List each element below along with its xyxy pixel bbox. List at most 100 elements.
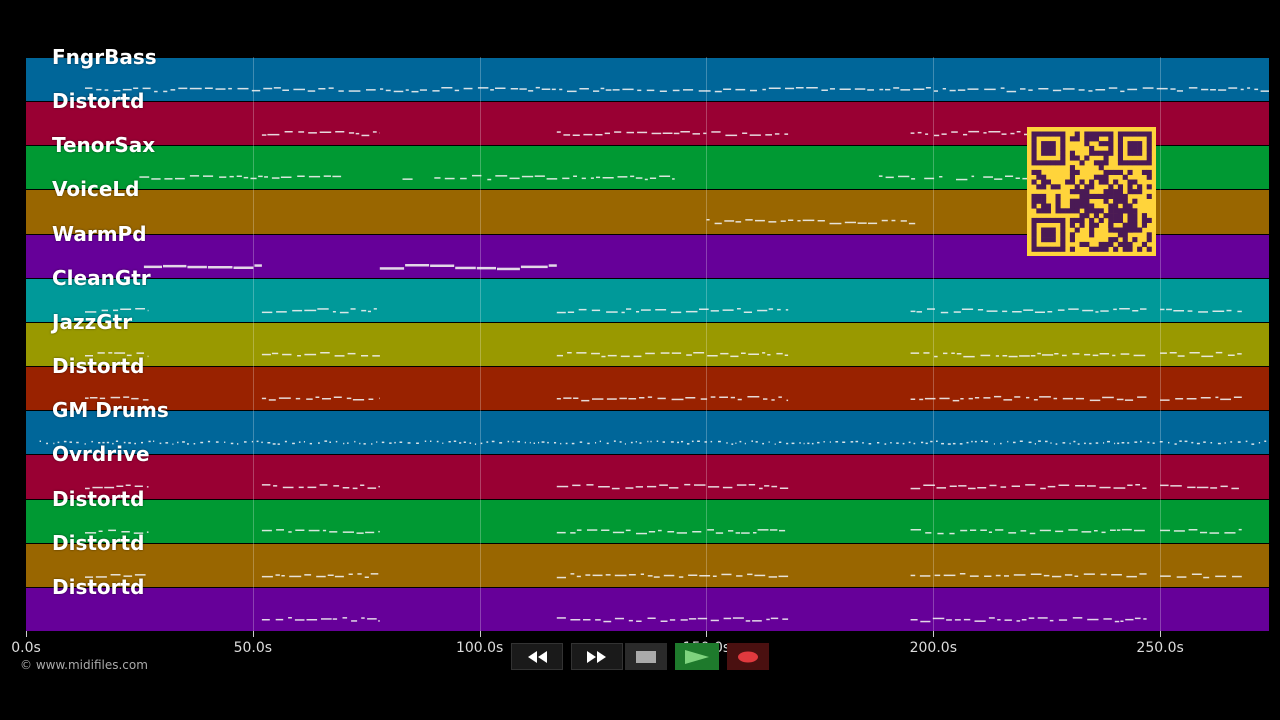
note xyxy=(919,574,931,577)
note xyxy=(939,397,950,400)
note xyxy=(769,528,778,531)
note xyxy=(706,219,710,221)
note xyxy=(1004,574,1009,577)
note xyxy=(707,354,718,357)
note xyxy=(250,177,257,180)
qr-module xyxy=(1103,198,1109,204)
note xyxy=(368,398,374,401)
note xyxy=(133,87,139,89)
qr-module xyxy=(1146,174,1152,180)
note xyxy=(737,398,742,401)
qr-module xyxy=(1122,222,1128,228)
note xyxy=(1113,308,1117,310)
note xyxy=(163,90,168,93)
track-label: GM Drums xyxy=(52,398,169,423)
note xyxy=(1217,443,1221,445)
note xyxy=(854,88,866,90)
track-row: Distortd xyxy=(26,487,1269,543)
note xyxy=(306,398,313,400)
grid-line xyxy=(706,57,708,631)
note xyxy=(354,441,356,443)
note xyxy=(228,87,232,90)
note xyxy=(120,308,132,310)
note xyxy=(795,87,804,89)
note xyxy=(1083,573,1095,575)
note xyxy=(639,397,645,399)
note xyxy=(273,485,278,487)
note xyxy=(1176,90,1183,92)
qr-module xyxy=(1098,174,1104,180)
qr-module xyxy=(1050,184,1056,190)
note xyxy=(692,133,700,135)
note xyxy=(113,309,119,311)
fast-forward-button[interactable] xyxy=(571,643,623,670)
note xyxy=(233,266,254,269)
note xyxy=(442,442,444,445)
note xyxy=(357,572,362,575)
note xyxy=(753,531,757,534)
qr-module xyxy=(1031,179,1037,185)
note xyxy=(739,441,742,443)
note xyxy=(1073,441,1076,443)
note xyxy=(1000,443,1002,445)
note xyxy=(993,443,995,445)
note xyxy=(454,89,460,92)
note xyxy=(768,441,770,444)
qr-module xyxy=(1060,232,1066,238)
qr-module xyxy=(1050,150,1056,156)
qr-module xyxy=(1069,150,1075,156)
note xyxy=(1215,396,1219,399)
qr-module xyxy=(1069,222,1075,228)
note xyxy=(766,618,770,621)
note xyxy=(455,266,476,269)
note xyxy=(1220,485,1228,488)
stop-button[interactable] xyxy=(625,643,667,670)
note xyxy=(229,176,234,178)
qr-module xyxy=(1093,208,1099,214)
note xyxy=(200,442,204,444)
note xyxy=(323,175,331,178)
note xyxy=(106,442,110,444)
note xyxy=(402,178,413,181)
note xyxy=(293,88,305,91)
note xyxy=(405,263,430,267)
note xyxy=(148,440,151,443)
note xyxy=(1140,308,1147,310)
note xyxy=(704,441,707,443)
qr-module xyxy=(1031,136,1037,142)
qr-module xyxy=(1103,213,1109,219)
note xyxy=(1029,532,1036,534)
note xyxy=(1132,309,1139,312)
note xyxy=(1258,442,1261,444)
qr-module xyxy=(1060,160,1066,166)
note xyxy=(910,488,921,490)
qr-module xyxy=(1060,150,1066,156)
note xyxy=(767,353,771,356)
note xyxy=(1039,396,1051,398)
note xyxy=(524,442,526,444)
note xyxy=(490,89,494,91)
note xyxy=(1034,311,1045,313)
qr-module xyxy=(1031,241,1037,247)
qr-module xyxy=(1069,232,1075,238)
note xyxy=(714,223,722,225)
record-button[interactable] xyxy=(727,643,769,670)
note xyxy=(1013,573,1026,576)
rewind-button[interactable] xyxy=(511,643,563,670)
note xyxy=(967,88,979,90)
qr-module xyxy=(1089,179,1095,185)
note xyxy=(175,178,185,180)
qr-module xyxy=(1041,160,1047,166)
note xyxy=(1218,89,1227,91)
qr-module xyxy=(1103,131,1109,137)
qr-module xyxy=(1127,246,1133,252)
play-button[interactable] xyxy=(675,643,719,670)
note xyxy=(579,88,589,90)
note xyxy=(215,441,219,444)
note xyxy=(559,88,563,91)
note xyxy=(297,354,301,357)
qr-module xyxy=(1132,237,1138,243)
note xyxy=(653,575,660,578)
note xyxy=(591,352,600,355)
qr-module xyxy=(1036,198,1042,204)
